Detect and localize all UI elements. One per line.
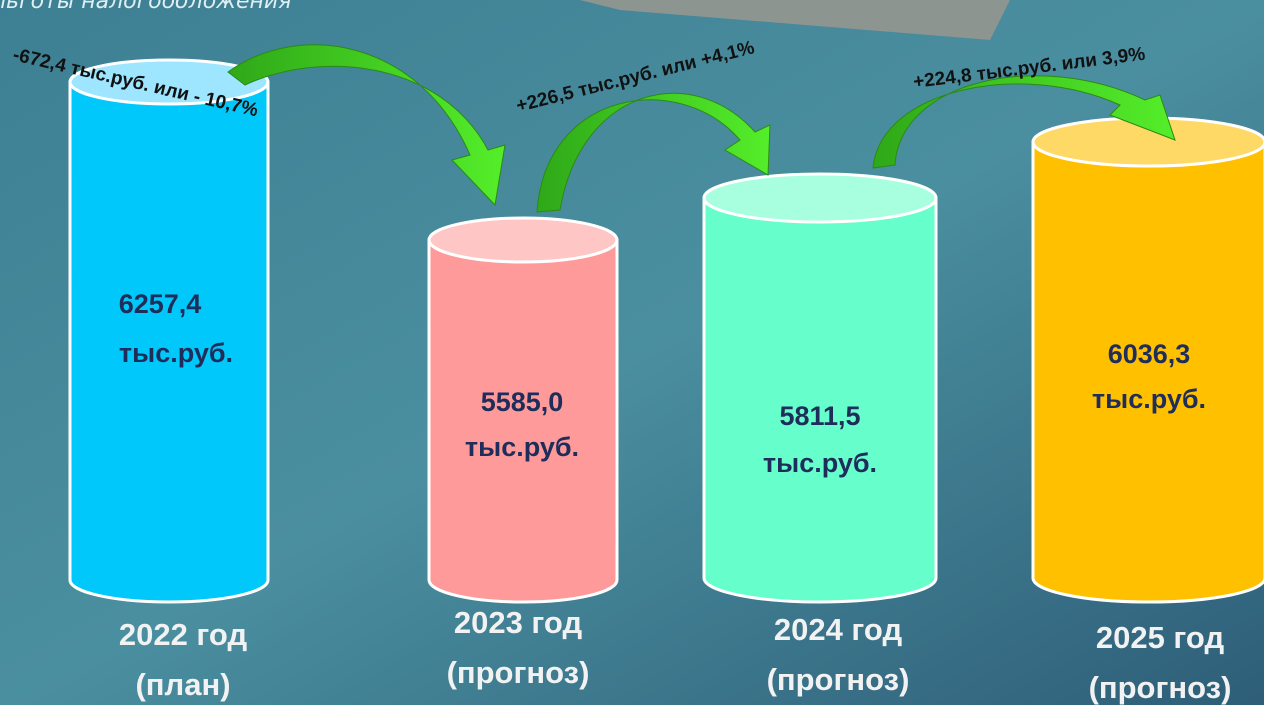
cylinder (1031, 116, 1264, 604)
cylinder (702, 172, 938, 604)
arrow (227, 44, 506, 207)
year-label: 2024 год (774, 612, 903, 647)
cylinder-body (1031, 140, 1264, 604)
cylinder-body (702, 196, 938, 604)
unit: тыс.руб. (1092, 384, 1206, 414)
year-note: (план) (135, 667, 230, 702)
unit: тыс.руб. (465, 432, 579, 462)
year-note: (прогноз) (767, 662, 910, 697)
value: 6036,3 (1108, 339, 1191, 369)
arrow (536, 92, 771, 213)
year-label: 2025 год (1096, 620, 1225, 655)
year-note: (прогноз) (447, 655, 590, 690)
cylinder (427, 216, 619, 604)
cylinder (68, 58, 270, 604)
arrow (872, 75, 1176, 169)
unit: тыс.руб. (763, 448, 877, 478)
unit: тыс.руб. (119, 338, 233, 368)
cylinder-top (68, 58, 270, 106)
cylinder-top (702, 172, 938, 224)
cylinder-body (68, 80, 270, 604)
year-label: 2022 год (119, 617, 248, 652)
value: 5585,0 (481, 387, 564, 417)
value: 5811,5 (779, 401, 860, 431)
cylinder-top (427, 216, 619, 264)
cylinder-body (427, 238, 619, 604)
value: 6257,4 (119, 289, 202, 319)
year-note: (прогноз) (1089, 670, 1232, 705)
photo-fragment (580, 0, 1010, 40)
year-label: 2023 год (454, 605, 583, 640)
header-text: льготы налогообложения (0, 0, 291, 14)
